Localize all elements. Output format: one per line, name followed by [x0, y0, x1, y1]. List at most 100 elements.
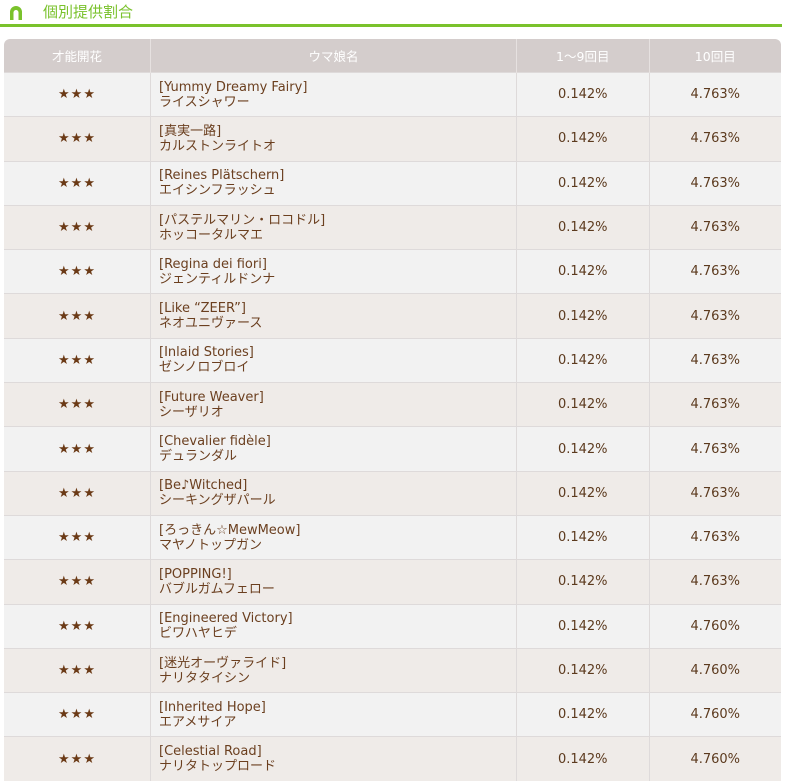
- rate-1-9: 0.142%: [516, 71, 650, 117]
- character-cell: [Engineered Victory] ビワハヤヒデ: [150, 603, 518, 649]
- table-row: ★★★ [Engineered Victory] ビワハヤヒデ 0.142% 4.…: [4, 603, 781, 649]
- rarity-stars: ★★★: [4, 647, 151, 693]
- rarity-stars: ★★★: [4, 559, 151, 605]
- character-name: ナリタタイシン: [159, 670, 251, 686]
- rate-1-9: 0.142%: [516, 692, 650, 737]
- rarity-stars: ★★★: [4, 204, 151, 250]
- rarity-stars: ★★★: [4, 736, 151, 781]
- character-cell: [Like “ZEER”] ネオユニヴァース: [150, 293, 518, 339]
- table-row: ★★★ [Celestial Road] ナリタトップロード 0.142% 4.7…: [4, 736, 781, 781]
- character-name: シーキングザパール: [159, 493, 276, 509]
- header-rarity: 才能開花: [4, 39, 151, 73]
- character-cell: [迷光オーヴァライド] ナリタタイシン: [150, 647, 518, 693]
- table-row: ★★★ [Yummy Dreamy Fairy] ライスシャワー 0.142% 4…: [4, 71, 781, 117]
- rarity-stars: ★★★: [4, 249, 151, 294]
- table-row: ★★★ [真実一路] カルストンライトオ 0.142% 4.763%: [4, 116, 781, 162]
- character-cell: [パステルマリン・ロコドル] ホッコータルマエ: [150, 204, 518, 250]
- character-name: ナリタトップロード: [159, 759, 277, 775]
- rate-10: 4.763%: [649, 426, 781, 472]
- table-header-row: 才能開花 ウマ娘名 1〜9回目 10回目: [4, 39, 781, 73]
- character-cell: [Chevalier fidèle] デュランダル: [150, 426, 518, 472]
- rarity-stars: ★★★: [4, 470, 151, 516]
- rate-10: 4.760%: [649, 647, 781, 693]
- table-row: ★★★ [Chevalier fidèle] デュランダル 0.142% 4.76…: [4, 426, 781, 472]
- rate-10: 4.763%: [649, 204, 781, 250]
- rate-10: 4.763%: [649, 337, 781, 383]
- outfit-name: [真実一路]: [159, 123, 222, 139]
- rate-10: 4.763%: [649, 514, 781, 560]
- table-row: ★★★ [ろっきん☆MewMeow] マヤノトップガン 0.142% 4.763%: [4, 514, 781, 560]
- rate-10: 4.763%: [649, 382, 781, 427]
- rate-1-9: 0.142%: [516, 736, 650, 781]
- rate-1-9: 0.142%: [516, 647, 650, 693]
- rate-10: 4.760%: [649, 736, 781, 781]
- character-name: バブルガムフェロー: [159, 581, 275, 597]
- rate-10: 4.760%: [649, 603, 781, 649]
- rate-1-9: 0.142%: [516, 204, 650, 250]
- character-name: マヤノトップガン: [159, 537, 262, 553]
- rate-1-9: 0.142%: [516, 293, 650, 339]
- rate-10: 4.763%: [649, 559, 781, 605]
- rate-1-9: 0.142%: [516, 603, 650, 649]
- rarity-stars: ★★★: [4, 514, 151, 560]
- rate-10: 4.763%: [649, 71, 781, 117]
- rate-1-9: 0.142%: [516, 249, 650, 294]
- header-rate-10: 10回目: [649, 39, 781, 73]
- character-name: ネオユニヴァース: [159, 316, 263, 332]
- outfit-name: [Inlaid Stories]: [159, 345, 254, 361]
- table-row: ★★★ [パステルマリン・ロコドル] ホッコータルマエ 0.142% 4.763%: [4, 204, 781, 250]
- rarity-stars: ★★★: [4, 116, 151, 162]
- character-cell: [Celestial Road] ナリタトップロード: [150, 736, 518, 781]
- section-title: 個別提供割合: [43, 3, 134, 21]
- rate-10: 4.763%: [649, 470, 781, 516]
- rate-10: 4.763%: [649, 160, 781, 206]
- rarity-stars: ★★★: [4, 603, 151, 649]
- character-name: ビワハヤヒデ: [159, 626, 237, 642]
- rarity-stars: ★★★: [4, 426, 151, 472]
- character-name: ジェンティルドンナ: [159, 271, 276, 287]
- outfit-name: [Future Weaver]: [159, 389, 264, 405]
- outfit-name: [Inherited Hope]: [159, 699, 266, 715]
- table-row: ★★★ [Future Weaver] シーザリオ 0.142% 4.763%: [4, 382, 781, 427]
- rate-10: 4.763%: [649, 249, 781, 294]
- character-name: カルストンライトオ: [159, 138, 277, 154]
- character-cell: [Regina dei fiori] ジェンティルドンナ: [150, 249, 518, 294]
- rate-table: 才能開花 ウマ娘名 1〜9回目 10回目 ★★★ [Yummy Dreamy F…: [4, 39, 781, 781]
- rarity-stars: ★★★: [4, 293, 151, 339]
- table-row: ★★★ [Inlaid Stories] ゼンノロブロイ 0.142% 4.763…: [4, 337, 781, 383]
- table-row: ★★★ [POPPING!] バブルガムフェロー 0.142% 4.763%: [4, 559, 781, 605]
- rate-1-9: 0.142%: [516, 559, 650, 605]
- outfit-name: [迷光オーヴァライド]: [159, 655, 287, 671]
- rate-1-9: 0.142%: [516, 382, 650, 427]
- rate-1-9: 0.142%: [516, 116, 650, 162]
- rarity-stars: ★★★: [4, 692, 151, 737]
- rate-10: 4.763%: [649, 293, 781, 339]
- rarity-stars: ★★★: [4, 160, 151, 206]
- table-row: ★★★ [Regina dei fiori] ジェンティルドンナ 0.142% 4…: [4, 249, 781, 294]
- rate-1-9: 0.142%: [516, 514, 650, 560]
- character-name: ホッコータルマエ: [159, 227, 264, 243]
- outfit-name: [パステルマリン・ロコドル]: [159, 212, 326, 228]
- character-name: ライスシャワー: [159, 94, 250, 110]
- table-row: ★★★ [Like “ZEER”] ネオユニヴァース 0.142% 4.763%: [4, 293, 781, 339]
- character-name: デュランダル: [159, 449, 238, 465]
- character-name: ゼンノロブロイ: [159, 360, 250, 376]
- rate-1-9: 0.142%: [516, 337, 650, 383]
- header-rate-1-9: 1〜9回目: [516, 39, 650, 73]
- outfit-name: [Celestial Road]: [159, 744, 262, 760]
- rarity-stars: ★★★: [4, 382, 151, 427]
- rate-1-9: 0.142%: [516, 160, 650, 206]
- outfit-name: [Engineered Victory]: [159, 611, 293, 627]
- rarity-stars: ★★★: [4, 71, 151, 117]
- character-name: シーザリオ: [159, 404, 224, 420]
- outfit-name: [Chevalier fidèle]: [159, 434, 271, 450]
- character-cell: [Future Weaver] シーザリオ: [150, 382, 518, 427]
- table-row: ★★★ [迷光オーヴァライド] ナリタタイシン 0.142% 4.760%: [4, 647, 781, 693]
- rate-1-9: 0.142%: [516, 470, 650, 516]
- character-name: エイシンフラッシュ: [159, 183, 276, 199]
- character-cell: [Inlaid Stories] ゼンノロブロイ: [150, 337, 518, 383]
- outfit-name: [Regina dei fiori]: [159, 256, 267, 272]
- character-cell: [POPPING!] バブルガムフェロー: [150, 559, 518, 605]
- rate-10: 4.760%: [649, 692, 781, 737]
- outfit-name: [POPPING!]: [159, 566, 232, 582]
